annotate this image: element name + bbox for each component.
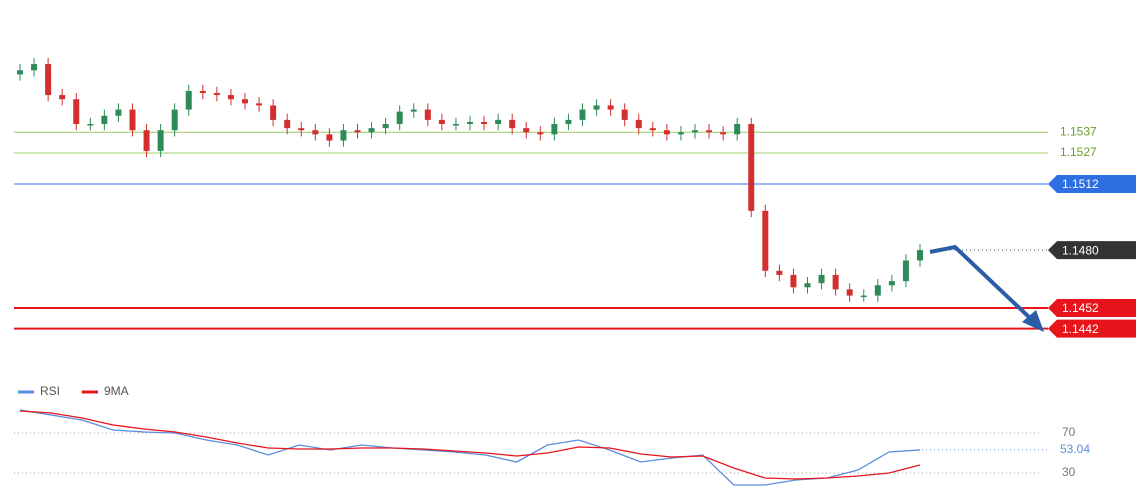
candle-body	[31, 64, 38, 71]
level-label: 1.1442	[1062, 322, 1099, 336]
level-tag	[1048, 174, 1136, 193]
candle-body	[888, 281, 895, 286]
y-tick-label: 70	[1062, 425, 1076, 439]
candle-body	[438, 119, 445, 125]
candle-body	[551, 124, 558, 135]
candle-body	[382, 124, 389, 129]
level-label: 1.1527	[1060, 145, 1097, 159]
level-tag	[1048, 298, 1136, 317]
candle-body	[565, 119, 572, 125]
candle-body	[115, 109, 122, 116]
candle-body	[607, 105, 614, 110]
candle-body	[663, 130, 670, 135]
candle-body	[185, 90, 192, 110]
level-label: 1.1480	[1062, 243, 1099, 257]
candle-body	[677, 132, 684, 135]
candle-body	[17, 70, 23, 75]
candle-body	[579, 109, 586, 120]
candle-body	[354, 130, 361, 133]
level-label: 1.1452	[1062, 301, 1099, 315]
level-label: 1.1512	[1062, 177, 1099, 191]
candle-body	[396, 111, 403, 125]
candle-body	[256, 103, 263, 106]
candle-body	[818, 274, 825, 284]
candle-body	[157, 130, 164, 151]
candle-body	[692, 130, 698, 133]
candle-body	[804, 283, 811, 288]
candle-body	[452, 124, 459, 126]
series-line	[19, 409, 921, 486]
arrow-line	[929, 244, 1032, 320]
candle-body	[227, 95, 234, 100]
candle-body	[621, 109, 628, 120]
candle-body	[340, 130, 347, 141]
candle-body	[523, 128, 530, 133]
legend-label: RSI	[40, 384, 60, 398]
series-line	[19, 410, 921, 480]
candle-body	[762, 210, 769, 271]
candle-body	[790, 274, 797, 288]
candle-body	[649, 128, 656, 131]
candle-body	[129, 109, 136, 131]
legend-label: 9MA	[104, 384, 129, 398]
candle-body	[284, 119, 291, 129]
candle-body	[242, 99, 248, 104]
candle-body	[213, 93, 220, 96]
level-tag	[1048, 319, 1136, 338]
forecast-arrow	[929, 244, 1044, 332]
candle-body	[593, 105, 600, 110]
candle-body	[902, 260, 909, 282]
candle-body	[171, 109, 178, 131]
level-tag	[1048, 241, 1136, 260]
rsi-pane: 70 30 RSI 9MA 53.04	[14, 384, 1090, 486]
candle-body	[874, 285, 881, 296]
y-tick-label: 30	[1062, 465, 1076, 479]
candle-body	[326, 134, 333, 141]
candle-body	[199, 90, 206, 94]
candle-body	[87, 124, 94, 126]
candle-body	[495, 119, 502, 125]
candle-body	[748, 124, 755, 211]
candle-body	[270, 105, 277, 120]
candle-body	[509, 119, 516, 129]
candle-body	[312, 130, 319, 135]
candle-body	[917, 250, 923, 261]
candle-body	[720, 132, 727, 135]
candle-body	[101, 115, 108, 125]
candle-body	[59, 95, 66, 100]
candle-body	[410, 109, 417, 112]
arrow-head	[1022, 310, 1044, 332]
candle-body	[143, 130, 150, 151]
candle-body	[481, 121, 488, 125]
candle-body	[467, 121, 473, 125]
candle-body	[45, 64, 52, 96]
candle-body	[706, 130, 713, 133]
price-pane: 1.1537 1.1527 1.1512 1.1480 1.1452 1.1442	[14, 57, 1136, 338]
candle-body	[635, 119, 642, 129]
last-value-label: 53.04	[1060, 442, 1090, 456]
candle-body	[73, 99, 80, 125]
candle-body	[734, 124, 741, 135]
candle-body	[368, 128, 375, 133]
candle-body	[832, 274, 839, 290]
level-label: 1.1537	[1060, 124, 1097, 138]
candle-body	[298, 128, 305, 131]
candle-body	[424, 109, 431, 120]
candle-body	[776, 270, 783, 275]
candle-body	[860, 295, 867, 298]
candle-body	[537, 132, 544, 135]
candle-body	[846, 289, 853, 296]
